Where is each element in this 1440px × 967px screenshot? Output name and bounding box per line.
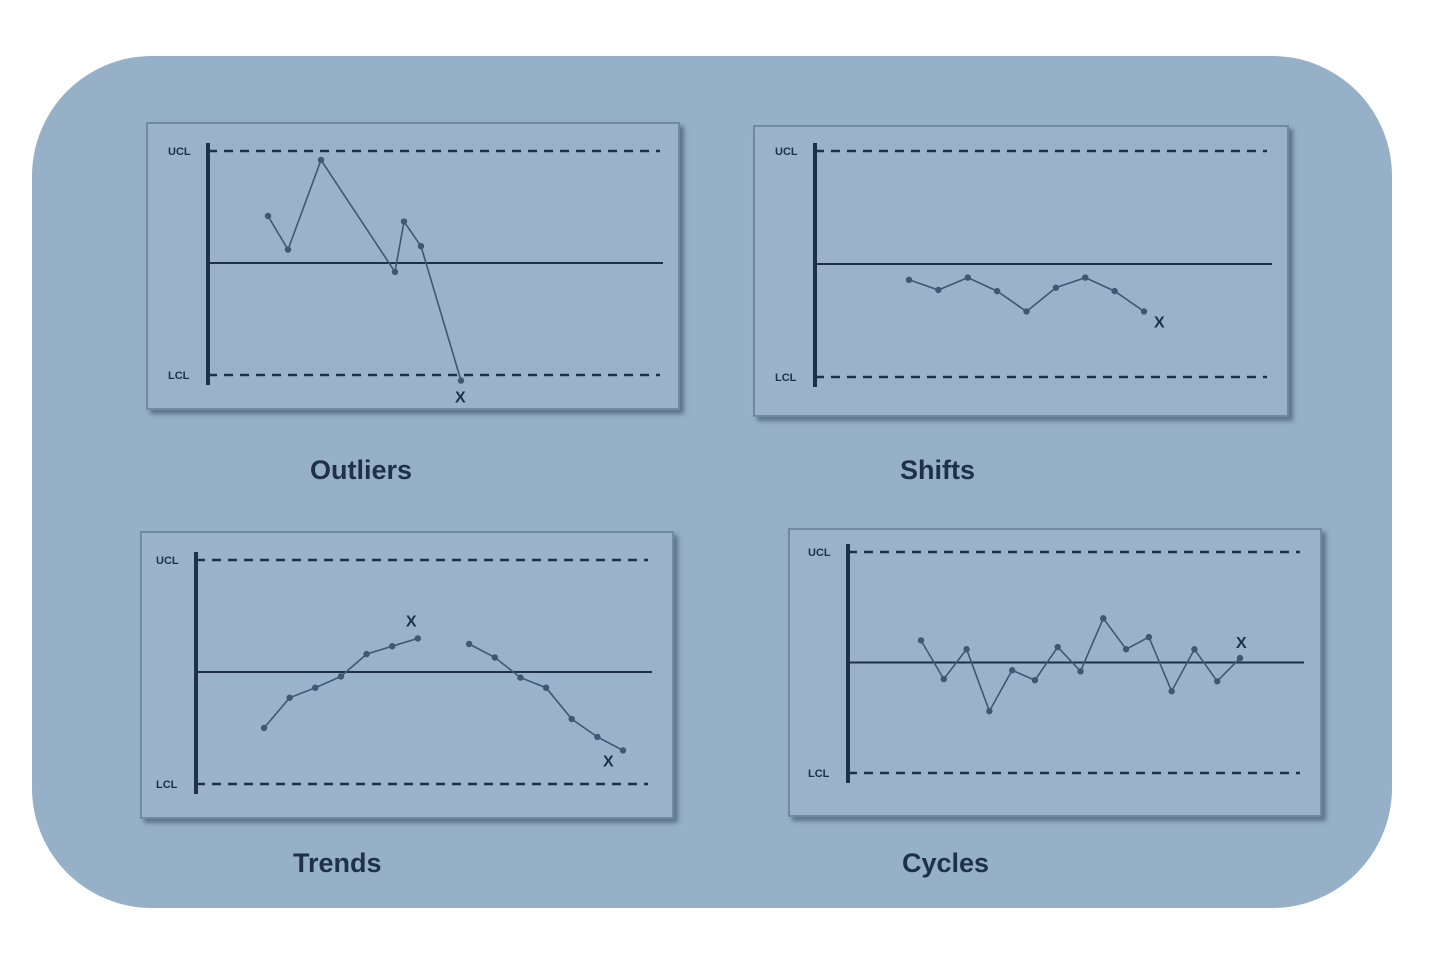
data-point: [1031, 676, 1039, 684]
data-point: [1191, 646, 1198, 653]
data-point: [1023, 308, 1030, 315]
series-line: [267, 158, 462, 381]
out-of-control-marker: X: [603, 753, 614, 770]
data-point: [286, 694, 293, 701]
series-line: [468, 643, 624, 752]
out-of-control-marker: X: [406, 613, 417, 630]
data-point: [337, 673, 345, 680]
shifts-chart-panel: UCL LCL X: [753, 125, 1289, 417]
ucl-label: UCL: [775, 146, 798, 158]
data-point: [317, 156, 325, 164]
data-point: [465, 640, 473, 648]
data-point: [1140, 308, 1148, 315]
data-point: [1077, 668, 1084, 675]
data-point: [391, 268, 399, 276]
data-point: [457, 377, 465, 384]
data-point: [491, 654, 498, 661]
data-point: [312, 684, 319, 691]
data-point: [1054, 643, 1061, 651]
data-point: [542, 684, 550, 691]
data-point: [1214, 678, 1221, 685]
cycles-chart-panel: UCL LCL X: [788, 528, 1322, 817]
data-point: [1052, 284, 1060, 291]
data-point: [917, 637, 925, 644]
lcl-label: LCL: [168, 370, 190, 382]
data-point: [389, 643, 396, 650]
trends-caption: Trends: [293, 848, 382, 878]
data-point: [1111, 287, 1118, 295]
ucl-label: UCL: [156, 555, 179, 567]
data-point: [363, 650, 370, 658]
lcl-label: LCL: [156, 779, 178, 791]
data-point: [1100, 615, 1107, 622]
outliers-chart-panel: UCL LCL X: [146, 122, 680, 410]
data-point: [986, 707, 993, 715]
series-line: [920, 616, 1241, 714]
trends-chart-panel: UCL LCL X X: [140, 531, 674, 819]
data-point: [905, 276, 913, 284]
data-point: [1122, 646, 1130, 653]
outliers-chart: UCL LCL X: [168, 143, 663, 407]
ucl-label: UCL: [168, 146, 191, 158]
lcl-label: LCL: [775, 372, 797, 384]
data-point: [964, 274, 971, 281]
trends-chart: UCL LCL X X: [156, 552, 652, 794]
data-point: [568, 715, 575, 723]
data-point: [284, 246, 292, 253]
shifts-caption: Shifts: [900, 455, 976, 485]
out-of-control-marker: X: [1154, 314, 1165, 331]
data-point: [940, 675, 947, 683]
data-point: [260, 724, 268, 732]
data-point: [1082, 274, 1089, 281]
shifts-chart: UCL LCL X: [775, 143, 1272, 387]
out-of-control-marker: X: [455, 390, 466, 407]
data-point: [414, 635, 422, 642]
lcl-label: LCL: [808, 768, 830, 780]
data-point: [264, 212, 272, 220]
data-point: [417, 243, 425, 250]
data-point: [400, 218, 408, 225]
data-point: [619, 747, 627, 754]
outliers-caption: Outliers: [310, 455, 413, 485]
data-point: [963, 646, 970, 653]
data-point: [1008, 667, 1016, 674]
series-line: [263, 637, 419, 729]
cycles-caption: Cycles: [902, 848, 990, 878]
ucl-label: UCL: [808, 547, 831, 559]
data-point: [1236, 654, 1244, 662]
out-of-control-marker: X: [1236, 635, 1247, 652]
series-line: [908, 276, 1145, 313]
data-point: [594, 733, 601, 741]
cycles-chart: UCL LCL X: [808, 544, 1304, 783]
data-point: [517, 674, 524, 681]
data-point: [1168, 688, 1175, 695]
data-point: [993, 287, 1001, 295]
data-point: [935, 286, 942, 294]
data-point: [1145, 633, 1153, 641]
